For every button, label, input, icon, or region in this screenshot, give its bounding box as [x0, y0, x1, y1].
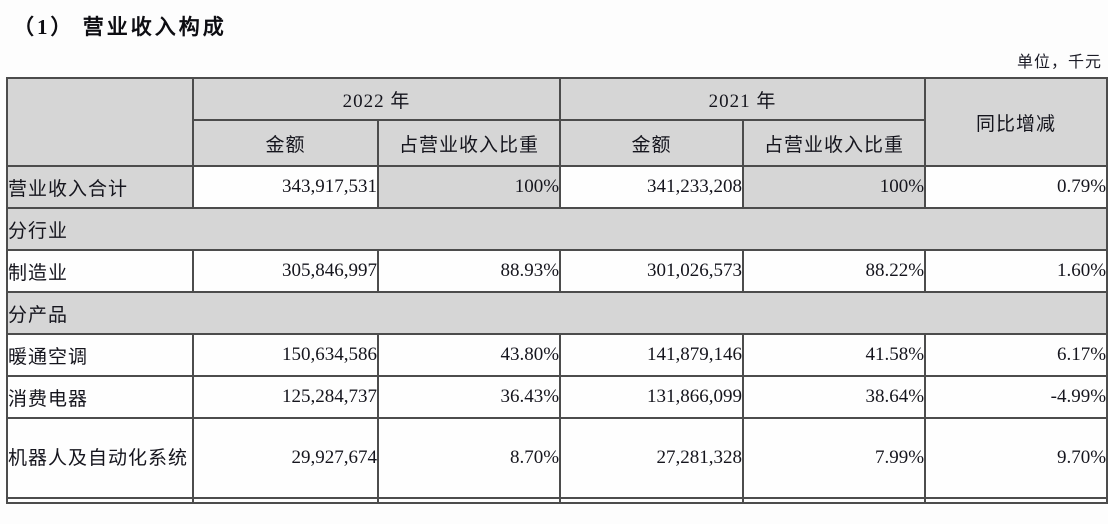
header-row-years: 2022 年 2021 年 同比增减: [6, 77, 1108, 167]
amount-2022-cell: 305,846,997: [192, 249, 379, 293]
year-2021-header: 2021 年: [559, 77, 927, 121]
section-label: 分行业: [5, 207, 1108, 251]
section-label: 分产品: [5, 291, 1108, 335]
corner-cell: [6, 77, 194, 167]
amount-2022-cell: 150,634,586: [192, 333, 379, 377]
amount-2022-cell: 125,284,737: [192, 375, 379, 419]
share-2021-cell: 100%: [742, 165, 927, 209]
share-2022-cell: 88.93%: [376, 249, 562, 293]
amount-2022-cell: 343,917,531: [192, 165, 379, 209]
row-label: 制造业: [6, 249, 194, 293]
year-2022-header: 2022 年: [191, 77, 562, 121]
share-2022-header: 占营业收入比重: [376, 119, 562, 167]
row-label: 消费电器: [6, 375, 194, 419]
amount-2021-cell: 341,233,208: [559, 165, 745, 209]
share-2021-cell: 7.99%: [742, 417, 927, 499]
share-2021-cell: 38.64%: [742, 375, 927, 419]
header-row-measures: 金额 占营业收入比重 金额 占营业收入比重: [7, 119, 1107, 167]
share-2022-cell: 100%: [376, 165, 562, 209]
yoy-cell: 0.79%: [924, 165, 1108, 209]
row-label: 机器人及自动化系统: [6, 417, 194, 499]
amount-2022-header: 金额: [192, 119, 379, 167]
table-row-consumer-appliances: 消费电器 125,284,737 36.43% 131,866,099 38.6…: [6, 375, 1108, 419]
share-2022-cell: 8.70%: [376, 417, 562, 499]
amount-2021-cell: 27,281,328: [559, 417, 745, 499]
yoy-cell: 9.70%: [924, 417, 1108, 499]
share-2021-cell: 41.58%: [742, 333, 927, 377]
section-title: （1） 营业收入构成: [13, 15, 227, 39]
table-row-robotics-automation: 机器人及自动化系统 29,927,674 8.70% 27,281,328 7.…: [6, 417, 1108, 499]
unit-note: 单位，千元: [1016, 54, 1102, 71]
yoy-cell: -4.99%: [924, 375, 1108, 419]
table-row-manufacturing: 制造业 305,846,997 88.93% 301,026,573 88.22…: [6, 249, 1108, 293]
document-page: （1） 营业收入构成 单位，千元 2022 年 2021 年 同比增减 金额 占…: [5, 15, 1108, 504]
row-label: 营业收入合计: [6, 165, 194, 209]
share-2021-cell: 88.22%: [742, 249, 927, 293]
section-row-by-product: 分产品: [5, 291, 1108, 335]
amount-2022-cell: 29,927,674: [192, 417, 379, 499]
amount-2021-header: 金额: [559, 119, 745, 167]
share-2022-cell: 36.43%: [376, 375, 562, 419]
table-row-cutoff: [6, 497, 1108, 504]
share-2022-cell: 43.80%: [376, 333, 562, 377]
yoy-cell: 1.60%: [924, 249, 1108, 293]
share-2021-header: 占营业收入比重: [742, 119, 927, 167]
yoy-cell: 6.17%: [924, 333, 1108, 377]
table-row-total: 营业收入合计 343,917,531 100% 341,233,208 100%…: [6, 165, 1108, 209]
amount-2021-cell: 131,866,099: [559, 375, 745, 419]
row-label: 暖通空调: [6, 333, 194, 377]
amount-2021-cell: 141,879,146: [559, 333, 745, 377]
revenue-composition-table: 2022 年 2021 年 同比增减 金额 占营业收入比重 金额 占营业收入比重…: [5, 77, 1108, 504]
section-row-by-industry: 分行业: [5, 207, 1108, 251]
table-row-hvac: 暖通空调 150,634,586 43.80% 141,879,146 41.5…: [6, 333, 1108, 377]
yoy-header: 同比增减: [924, 77, 1108, 167]
amount-2021-cell: 301,026,573: [559, 249, 745, 293]
